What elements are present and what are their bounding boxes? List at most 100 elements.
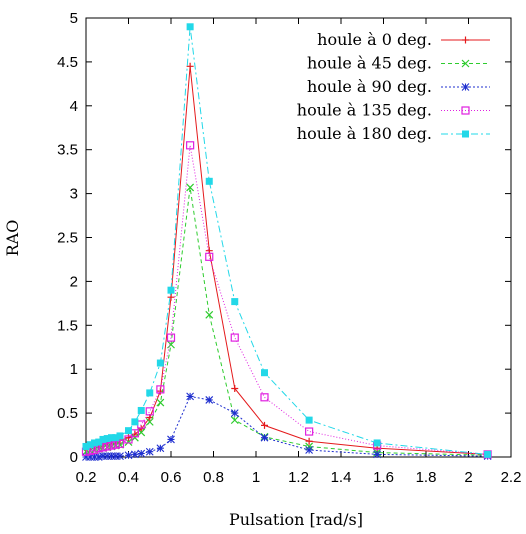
data-point — [205, 396, 214, 404]
data-point — [116, 452, 124, 461]
data-point — [124, 438, 133, 446]
series-0 — [82, 62, 492, 458]
x-tick-label: 0.4 — [118, 469, 139, 486]
legend-swatch-marker — [462, 130, 469, 138]
data-point — [137, 449, 146, 458]
data-point — [99, 452, 107, 461]
y-tick-label: 3 — [70, 186, 78, 203]
legend-label: houle à 90 deg. — [307, 77, 432, 96]
data-point — [230, 333, 239, 342]
x-tick-label: 2.2 — [501, 469, 522, 486]
legend-label: houle à 135 deg. — [297, 101, 432, 120]
data-point — [111, 440, 120, 449]
y-tick-label: 5 — [70, 10, 78, 27]
y-axis-label: RAO — [3, 220, 22, 257]
y-tick-label: 0 — [70, 449, 78, 466]
data-point — [145, 407, 154, 416]
series-2 — [82, 392, 492, 461]
x-tick-label: 1.2 — [288, 469, 309, 486]
data-point — [230, 409, 239, 417]
x-tick-label: 0.2 — [76, 469, 97, 486]
x-tick-label: 1.6 — [373, 469, 394, 486]
legend-swatch-marker — [462, 36, 469, 44]
data-point — [305, 446, 314, 454]
y-tick-label: 0.5 — [57, 405, 78, 422]
data-point — [167, 286, 175, 294]
data-point — [156, 444, 165, 453]
data-point — [107, 441, 116, 450]
x-tick-label: 2 — [464, 469, 472, 486]
data-point — [261, 369, 268, 377]
data-point — [305, 416, 313, 424]
data-point — [166, 333, 176, 342]
legend-label: houle à 45 deg. — [307, 54, 432, 73]
series-line-1 — [85, 187, 488, 456]
y-tick-label: 3.5 — [57, 142, 78, 159]
x-tick-label: 1.8 — [416, 469, 437, 486]
data-point — [230, 416, 239, 425]
data-point — [108, 434, 115, 442]
data-point — [137, 406, 145, 414]
data-point — [145, 447, 154, 456]
data-point — [156, 359, 164, 367]
data-point — [305, 442, 314, 451]
series-line-3 — [85, 145, 488, 455]
data-point — [261, 421, 268, 429]
legend-swatch-marker — [461, 106, 470, 115]
data-point — [130, 450, 139, 459]
data-point — [82, 453, 90, 461]
legend: houle à 0 deg. houle à 45 deg. houle à 90 … — [297, 30, 490, 143]
y-tick-label: 4 — [70, 98, 78, 115]
data-point — [103, 452, 112, 461]
data-point — [111, 452, 120, 461]
data-point — [260, 393, 269, 402]
legend-label: houle à 0 deg. — [317, 30, 432, 49]
data-point — [373, 450, 382, 459]
data-point — [90, 453, 99, 461]
tick-marks-and-labels: 0.2 0.4 0.6 0.8 1 1.2 1.4 1.6 1.8 2 2.2 0 0.5 1 1.5 2 2.… — [57, 10, 521, 486]
legend-swatch-marker — [461, 59, 470, 68]
data-point — [82, 442, 90, 450]
data-point — [186, 183, 195, 192]
data-point — [116, 432, 124, 440]
data-point — [90, 445, 99, 455]
data-point — [145, 417, 154, 426]
data-point — [103, 442, 112, 451]
data-point — [305, 437, 313, 445]
data-point — [260, 433, 269, 442]
data-point — [156, 385, 165, 394]
data-point — [167, 435, 175, 444]
data-point — [373, 439, 381, 447]
data-point — [107, 452, 116, 461]
data-point — [112, 434, 120, 442]
data-point — [186, 23, 194, 31]
data-point — [484, 450, 492, 458]
data-point — [94, 453, 103, 461]
data-point — [146, 389, 154, 397]
data-point — [99, 435, 107, 443]
series-line-2 — [86, 395, 488, 458]
y-tick-label: 4.5 — [57, 54, 78, 71]
data-point — [205, 177, 213, 185]
x-tick-label: 0.8 — [203, 469, 224, 486]
data-point — [124, 451, 133, 460]
data-point — [167, 293, 175, 301]
data-point — [156, 398, 165, 407]
data-point — [186, 392, 195, 401]
legend-label: houle à 180 deg. — [297, 124, 432, 143]
data-point — [305, 427, 314, 436]
series-3 — [81, 141, 492, 459]
series-1 — [82, 183, 492, 460]
data-point — [95, 438, 103, 446]
data-point — [91, 439, 98, 447]
x-axis-label: Pulsation [rad/s] — [229, 510, 363, 529]
x-tick-label: 0.6 — [161, 469, 182, 486]
data-point — [124, 435, 133, 444]
y-tick-label: 2 — [70, 273, 78, 290]
data-point — [131, 418, 139, 426]
data-point — [231, 298, 239, 306]
data-point — [231, 385, 239, 393]
data-point — [205, 252, 214, 261]
y-tick-label: 1 — [70, 361, 78, 378]
